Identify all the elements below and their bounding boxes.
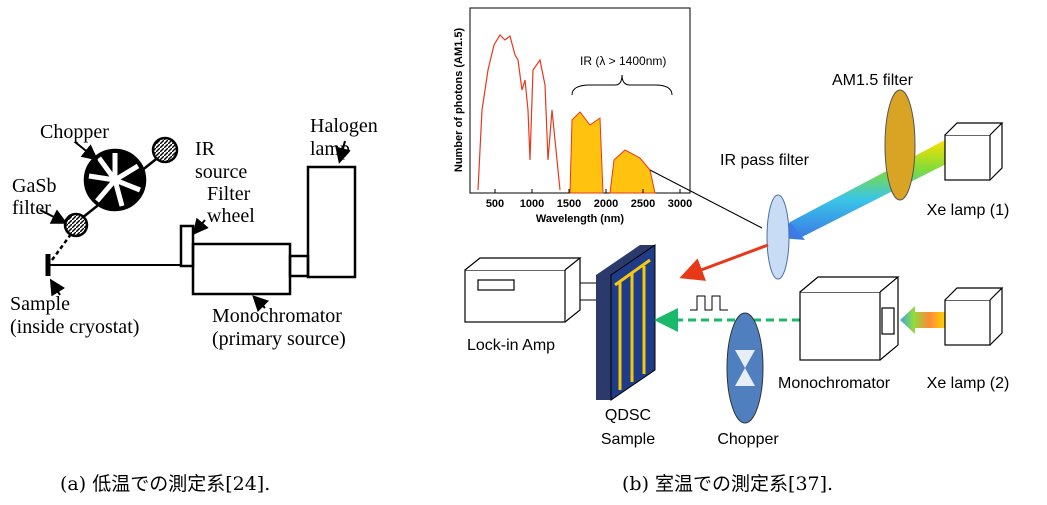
lock-in-amp <box>465 258 580 322</box>
x-tick-label: 2000 <box>594 198 618 210</box>
ir-beam <box>685 245 768 276</box>
x-tick-label: 2500 <box>631 198 655 210</box>
brace <box>572 75 672 95</box>
annotation: IR (λ > 1400nm) <box>580 54 666 68</box>
xe-lamp-1 <box>945 123 1002 180</box>
am15-filter <box>885 90 915 200</box>
pulse <box>690 296 728 310</box>
ir-pass-filter <box>767 195 789 279</box>
label: wheel <box>207 205 255 227</box>
x-tick-label: 500 <box>486 198 504 210</box>
label: Monochromator <box>778 375 891 392</box>
label: GaSb <box>12 175 56 197</box>
label: Xe lamp (2) <box>927 375 1010 392</box>
connector <box>290 256 308 276</box>
panel-b <box>465 90 1002 423</box>
light-beam <box>900 306 945 334</box>
label: (primary source) <box>212 328 346 350</box>
label: Xe lamp (1) <box>927 202 1010 219</box>
x-axis-label: Wavelength (nm) <box>536 213 625 225</box>
label: AM1.5 filter <box>832 72 914 89</box>
label: IR <box>195 138 216 160</box>
ir-band <box>610 150 655 193</box>
gasb-filter <box>65 214 87 236</box>
label: Chopper <box>717 431 779 448</box>
arrow <box>75 142 95 158</box>
label: source <box>195 161 247 183</box>
light-beam <box>790 140 950 238</box>
xe-lamp-2 <box>945 288 1002 345</box>
caption: (b) 室温での測定系[37]. <box>622 473 833 495</box>
filter-wheel <box>181 226 193 266</box>
label: Chopper <box>40 121 109 143</box>
x-tick-label: 1000 <box>520 198 544 210</box>
label: lamp <box>310 138 350 160</box>
ir-source <box>153 138 177 162</box>
label: Halogen <box>310 115 378 137</box>
inset-chart: IR (λ > 1400nm) Number of photons (AM1.5… <box>453 8 692 225</box>
spectrum <box>478 35 560 190</box>
label: QDSC <box>605 407 651 424</box>
label: Monochromator <box>212 305 342 327</box>
ir-band <box>570 112 603 193</box>
figure: Chopper IR source Halogen lamp GaSb filt… <box>0 0 1047 505</box>
x-tick-label: 3000 <box>668 198 692 210</box>
caption: (a) 低温での測定系[24]. <box>60 473 270 495</box>
monochromator <box>800 277 898 360</box>
qdsc-sample <box>596 245 655 400</box>
label: Sample <box>601 431 655 448</box>
x-tick-label: 1500 <box>557 198 581 210</box>
label: Sample <box>10 293 70 315</box>
label: (inside cryostat) <box>10 316 139 338</box>
halogen-lamp-box <box>308 167 355 277</box>
label: Lock-in Amp <box>467 337 555 354</box>
label: IR pass filter <box>720 152 810 169</box>
y-axis-label: Number of photons (AM1.5) <box>453 28 465 173</box>
monochromator-box <box>193 244 290 294</box>
arrow <box>195 220 205 232</box>
label: Filter <box>207 183 251 205</box>
label: filter <box>12 197 51 219</box>
